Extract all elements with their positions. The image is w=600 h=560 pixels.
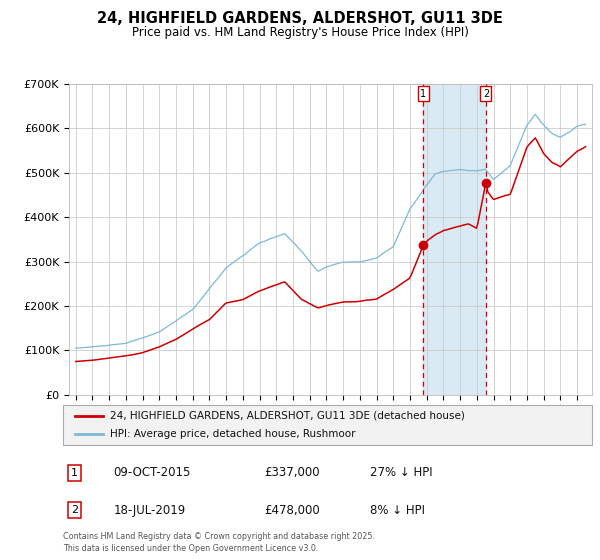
Bar — [423, 84, 486, 395]
Text: 1: 1 — [71, 468, 78, 478]
Text: 24, HIGHFIELD GARDENS, ALDERSHOT, GU11 3DE: 24, HIGHFIELD GARDENS, ALDERSHOT, GU11 3… — [97, 11, 503, 26]
Text: 09-OCT-2015: 09-OCT-2015 — [113, 466, 191, 479]
Text: 27% ↓ HPI: 27% ↓ HPI — [370, 466, 433, 479]
Text: 2: 2 — [71, 505, 78, 515]
Text: HPI: Average price, detached house, Rushmoor: HPI: Average price, detached house, Rush… — [110, 430, 355, 439]
Text: £478,000: £478,000 — [264, 504, 320, 517]
Text: 2: 2 — [483, 88, 489, 99]
Text: 8% ↓ HPI: 8% ↓ HPI — [370, 504, 425, 517]
Text: 1: 1 — [420, 88, 426, 99]
Text: 24, HIGHFIELD GARDENS, ALDERSHOT, GU11 3DE (detached house): 24, HIGHFIELD GARDENS, ALDERSHOT, GU11 3… — [110, 411, 464, 421]
Text: Price paid vs. HM Land Registry's House Price Index (HPI): Price paid vs. HM Land Registry's House … — [131, 26, 469, 39]
Text: £337,000: £337,000 — [264, 466, 320, 479]
Text: 18-JUL-2019: 18-JUL-2019 — [113, 504, 185, 517]
Text: This data is licensed under the Open Government Licence v3.0.: This data is licensed under the Open Gov… — [63, 544, 319, 553]
Text: Contains HM Land Registry data © Crown copyright and database right 2025.: Contains HM Land Registry data © Crown c… — [63, 532, 375, 541]
